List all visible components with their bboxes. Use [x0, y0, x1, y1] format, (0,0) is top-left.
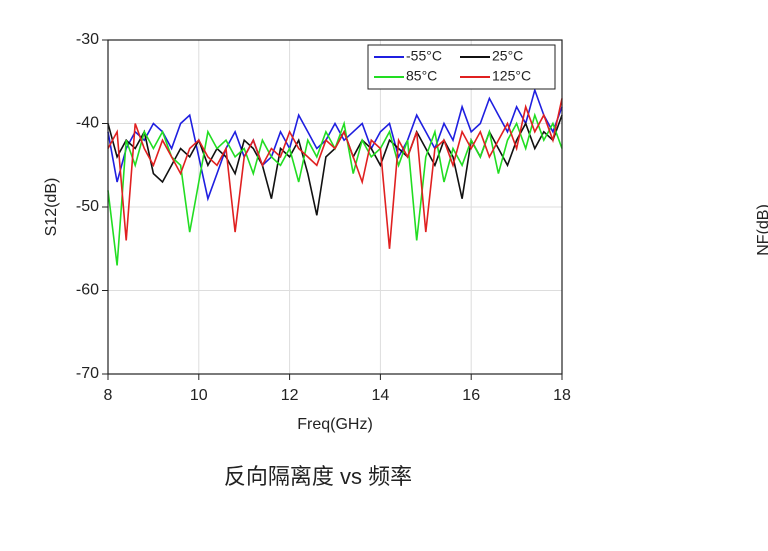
- y-tick-label: -60: [76, 282, 99, 299]
- legend-label: 125°C: [492, 68, 531, 84]
- caption: 反向隔离度 vs 频率: [224, 464, 412, 489]
- x-tick-label: 12: [281, 387, 299, 404]
- y-tick-label: -70: [76, 365, 99, 382]
- legend-box: [367, 44, 556, 90]
- x-tick-label: 8: [104, 387, 113, 404]
- legend-label: 25°C: [492, 48, 523, 64]
- x-axis-label: Freq(GHz): [297, 416, 373, 433]
- x-tick-label: 16: [462, 387, 480, 404]
- y-tick-label: -40: [76, 115, 99, 132]
- legend-label: -55°C: [406, 48, 442, 64]
- x-tick-label: 10: [190, 387, 208, 404]
- x-tick-label: 14: [372, 387, 390, 404]
- plot-frame: [107, 39, 563, 375]
- legend-label: 85°C: [406, 68, 437, 84]
- series-line: [107, 87, 563, 202]
- x-tick-label: 18: [553, 387, 571, 404]
- y-tick-label: -50: [76, 198, 99, 215]
- series-line: [107, 98, 563, 249]
- y-axis-label: S12(dB): [43, 178, 60, 237]
- partial-y-label: NF(dB): [755, 204, 768, 256]
- y-tick-label: -30: [76, 31, 99, 48]
